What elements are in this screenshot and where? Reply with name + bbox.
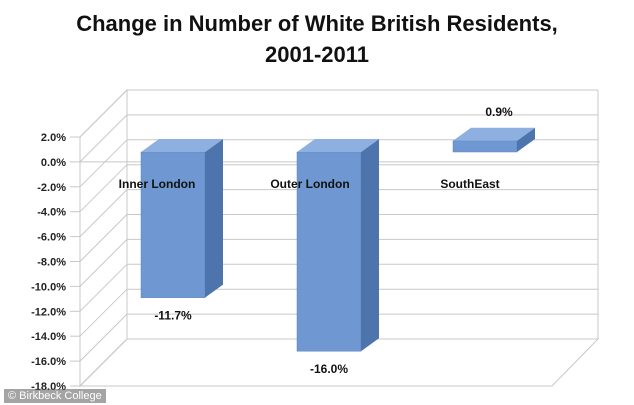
bar: [452, 140, 518, 153]
chart-title-line-2: 2001-2011: [265, 42, 369, 67]
y-tick-label: -16.0%: [31, 356, 66, 368]
y-tick-label: -6.0%: [37, 232, 66, 244]
image-credit: © Birkbeck College: [4, 389, 106, 403]
bar-side: [361, 139, 379, 352]
bar-top: [297, 139, 379, 152]
gridline-side: [79, 164, 128, 213]
gridline-side: [79, 139, 128, 188]
gridline-side: [79, 313, 128, 362]
chart-title: Change in Number of White British Reside…: [0, 8, 634, 70]
data-label: 0.9%: [485, 105, 513, 119]
chart-title-line-1: Change in Number of White British Reside…: [76, 11, 558, 36]
category-label: Outer London: [270, 177, 349, 191]
gridline-side: [79, 189, 128, 237]
floor: [78, 338, 600, 387]
category-label: SouthEast: [440, 177, 499, 191]
data-label: -16.0%: [310, 362, 348, 376]
gridline-side: [79, 239, 128, 287]
bar: [296, 151, 362, 352]
y-tick-label: -8.0%: [37, 257, 66, 269]
y-tick-label: 2.0%: [41, 132, 66, 144]
bar-side: [205, 139, 223, 298]
gridline-side: [79, 114, 128, 163]
bar-top: [453, 127, 535, 141]
y-tick-label: -10.0%: [31, 281, 66, 293]
y-tick-label: -2.0%: [37, 182, 66, 194]
data-label: -11.7%: [154, 309, 192, 323]
y-tick-label: 0.0%: [41, 157, 66, 169]
y-tick-label: -12.0%: [31, 306, 66, 318]
gridline-side: [79, 288, 128, 337]
gridline-side: [79, 214, 128, 262]
gridline-side: [79, 89, 128, 138]
bar-side: [517, 127, 535, 152]
gridline-side: [79, 263, 128, 312]
bar: [140, 151, 206, 298]
category-label: Inner London: [119, 177, 196, 191]
y-tick-label: -14.0%: [31, 331, 66, 343]
bar-top: [141, 139, 223, 152]
y-tick-label: -4.0%: [37, 207, 66, 219]
